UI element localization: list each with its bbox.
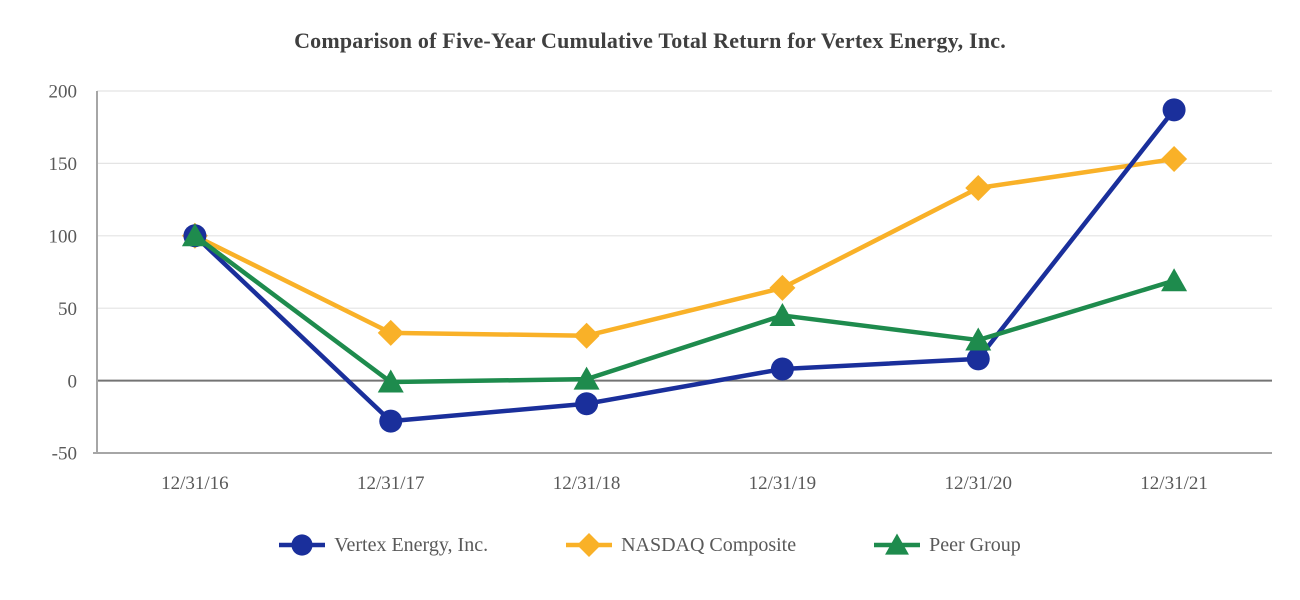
data-point-triangle [1161,268,1188,292]
legend-label-vertex-energy: Vertex Energy, Inc. [334,533,489,556]
x-tick-label: 12/31/17 [357,473,425,494]
series-line-nasdaq-composite [192,156,1177,338]
data-point-triangle [573,366,600,390]
data-point-triangle [885,533,910,555]
series-line-peer-group [192,233,1177,385]
series-nasdaq-composite [181,146,1188,349]
legend-item-vertex-energy: Vertex Energy, Inc. [279,531,488,559]
x-tick-label: 12/31/18 [553,473,621,494]
legend-label-nasdaq-composite: NASDAQ Composite [621,533,797,556]
data-point-circle [291,534,313,556]
data-point-triangle [769,302,796,326]
legend-diamond-marker-icon [566,533,613,557]
data-point-diamond [1161,146,1188,173]
data-point-circle [966,347,990,371]
legend-circle-marker-icon [279,534,326,556]
data-point-diamond [577,533,602,557]
data-point-circle [1162,98,1186,122]
legend-triangle-marker-icon [874,533,921,555]
x-tick-label: 12/31/20 [944,473,1012,494]
data-point-circle [379,409,403,433]
y-tick-label: 100 [49,226,78,247]
series-line-vertex-energy-inc [192,107,1177,424]
data-point-circle [770,357,794,381]
y-tick-label: -50 [52,444,77,465]
data-point-triangle [965,327,992,351]
x-axis-tick-labels: 12/31/16 12/31/17 12/31/18 12/31/19 12/31/20… [161,473,1208,494]
data-point-circle [575,392,599,416]
x-tick-label: 12/31/16 [161,473,229,494]
y-tick-label: 50 [58,299,77,320]
legend-label-peer-group: Peer Group [929,533,1021,556]
y-tick-label: 200 [49,82,78,103]
chart-legend: Vertex Energy, Inc. NASDAQ Composite Pee… [0,531,1300,559]
x-tick-label: 12/31/19 [749,473,817,494]
data-point-triangle [181,223,208,247]
y-tick-label: 150 [49,154,78,175]
data-point-diamond [573,322,600,349]
series-peer-group [181,223,1188,393]
data-point-diamond [377,319,404,346]
legend-item-nasdaq-composite: NASDAQ Composite [566,531,796,559]
series-vertex-energy-inc [183,98,1186,433]
legend-item-peer-group: Peer Group [874,531,1021,559]
y-tick-label: 0 [68,371,78,392]
data-point-triangle [377,369,404,393]
y-axis-tick-labels: 200 150 100 50 0 -50 [49,82,78,465]
chart-title: Comparison of Five-Year Cumulative Total… [294,28,1006,53]
data-point-diamond [965,175,992,202]
data-point-diamond [769,274,796,301]
x-tick-label: 12/31/21 [1140,473,1208,494]
